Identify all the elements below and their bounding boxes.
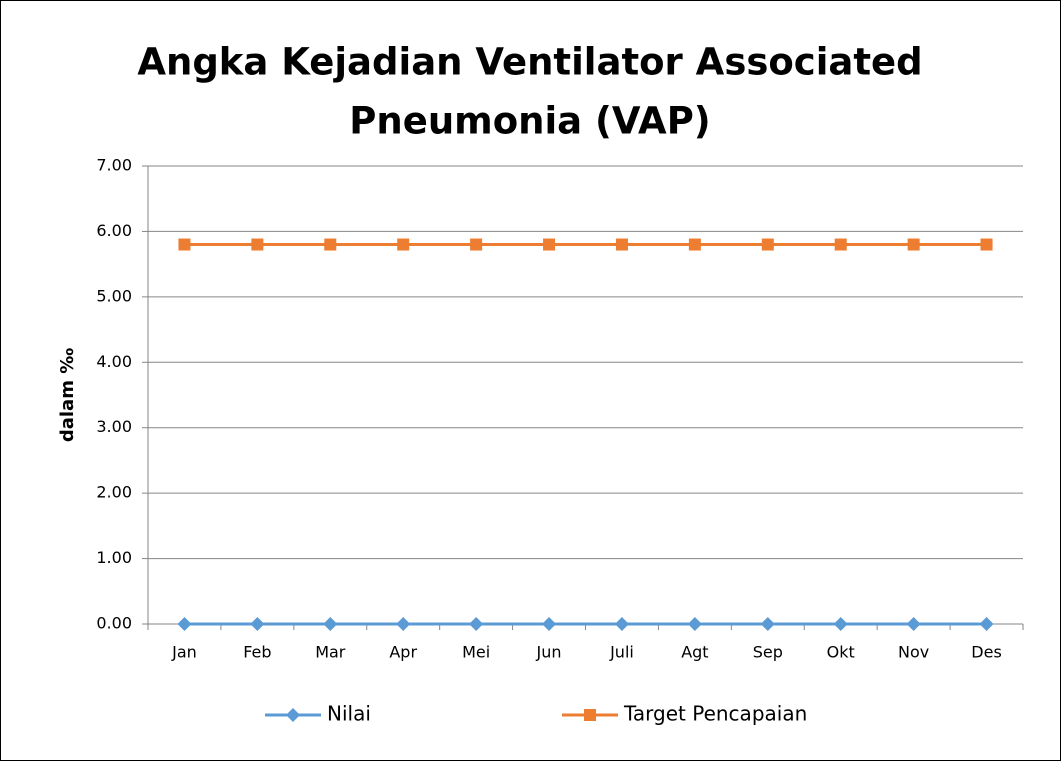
x-tick-label: Jun [536, 643, 562, 662]
x-tick-label: Mei [462, 643, 490, 662]
marker [834, 238, 847, 251]
y-tick-label: 2.00 [96, 483, 132, 502]
chart-title: Angka Kejadian Ventilator Associated [137, 41, 922, 84]
x-tick-label: Agt [681, 643, 708, 662]
y-tick-label: 5.00 [96, 286, 132, 305]
marker [760, 617, 775, 631]
x-tick-label: Des [971, 643, 1002, 662]
x-tick-label: Sep [753, 643, 783, 662]
x-tick-label: Juli [609, 643, 634, 662]
y-tick-label: 7.00 [96, 156, 132, 175]
x-tick-label: Jan [171, 643, 197, 662]
chart-title: Pneumonia (VAP) [349, 100, 710, 143]
marker [323, 617, 338, 631]
x-tick-label: Nov [898, 643, 929, 662]
marker [397, 238, 410, 251]
y-tick-label: 1.00 [96, 548, 132, 567]
x-tick-label: Feb [243, 643, 271, 662]
marker [906, 617, 921, 631]
x-tick-label: Okt [827, 643, 855, 662]
legend-label: Target Pencapaian [623, 702, 807, 726]
y-tick-label: 6.00 [96, 221, 132, 240]
marker [833, 617, 848, 631]
marker [688, 238, 701, 251]
x-tick-label: Apr [389, 643, 417, 662]
marker [396, 617, 411, 631]
marker [584, 709, 596, 721]
marker [250, 617, 265, 631]
marker [470, 238, 483, 251]
y-axis-label: dalam ‰ [57, 348, 78, 442]
y-tick-label: 0.00 [96, 614, 132, 633]
y-tick-label: 3.00 [96, 417, 132, 436]
marker [286, 708, 300, 722]
marker [177, 617, 192, 631]
marker [980, 238, 993, 251]
x-tick-label: Mar [315, 643, 346, 662]
y-tick-label: 4.00 [96, 352, 132, 371]
marker [614, 617, 629, 631]
marker [761, 238, 774, 251]
legend-label: Nilai [327, 702, 371, 726]
marker [687, 617, 702, 631]
marker [615, 238, 628, 251]
marker [543, 238, 556, 251]
marker [469, 617, 484, 631]
marker [178, 238, 191, 251]
marker [907, 238, 920, 251]
marker [542, 617, 557, 631]
marker [979, 617, 994, 631]
marker [251, 238, 264, 251]
marker [324, 238, 337, 251]
